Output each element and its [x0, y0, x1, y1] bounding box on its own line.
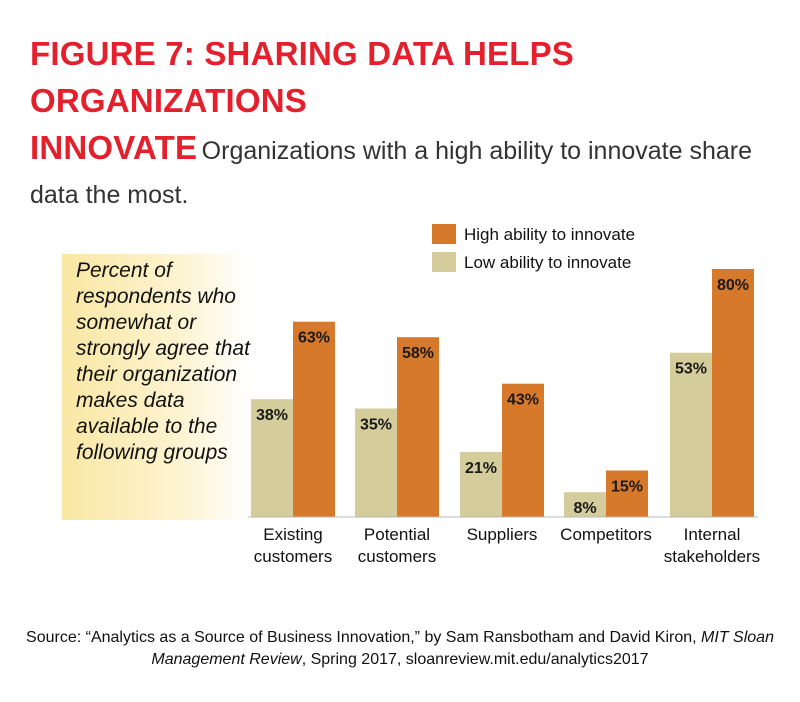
- category-label-4: Internal stakeholders: [664, 525, 760, 566]
- bar-high-0: [293, 321, 335, 517]
- bar-high-2: [502, 383, 544, 517]
- bar-low-4: [670, 352, 712, 517]
- category-label-1: Potential customers: [358, 525, 436, 566]
- bar-low-3: [564, 492, 606, 517]
- data-label-low-1: 35%: [360, 417, 392, 434]
- bar-low-1: [355, 408, 397, 517]
- legend-label-low: Low ability to innovate: [464, 253, 631, 272]
- callout-text: Percent of respondents who somewhat or s…: [76, 259, 250, 464]
- data-label-high-4: 80%: [717, 277, 749, 294]
- bar-chart: High ability to innovate Low ability to i…: [248, 224, 760, 566]
- category-label-2: Suppliers: [467, 525, 538, 544]
- source-prefix: Source: “Analytics as a Source of Busine…: [26, 629, 702, 646]
- figure-subtitle: Organizations with a high ability to inn…: [30, 137, 752, 209]
- chart-legend: High ability to innovate Low ability to i…: [432, 224, 635, 272]
- legend-swatch-high: [432, 224, 456, 244]
- bar-high-4: [712, 269, 754, 517]
- bar-low-2: [460, 451, 502, 517]
- data-label-low-4: 53%: [675, 361, 707, 378]
- data-label-high-0: 63%: [298, 330, 330, 347]
- title-bold-line2: INNOVATE: [30, 129, 198, 166]
- bar-low-0: [251, 399, 293, 517]
- callout-box: Percent of respondents who somewhat or s…: [62, 254, 252, 520]
- data-label-high-2: 43%: [507, 392, 539, 409]
- bar-high-3: [606, 470, 648, 517]
- title-bold-line1: FIGURE 7: SHARING DATA HELPS ORGANIZATIO…: [30, 35, 575, 119]
- bar-high-1: [397, 337, 439, 517]
- source-journal: MIT Sloan Management Review: [151, 629, 774, 668]
- data-label-high-1: 58%: [402, 345, 434, 362]
- source-note: Source: “Analytics as a Source of Busine…: [0, 627, 800, 671]
- category-labels: Existing customers Potential customers Suppl…: [254, 525, 760, 566]
- chart-bars: 38% 63% 35% 58% 21% 43% 8% 15% 53% 80%: [248, 269, 758, 518]
- data-label-low-0: 38%: [256, 407, 288, 424]
- legend-label-high: High ability to innovate: [464, 225, 635, 244]
- source-suffix: , Spring 2017, sloanreview.mit.edu/analy…: [301, 651, 649, 668]
- category-label-3: Competitors: [560, 525, 652, 544]
- legend-swatch-low: [432, 252, 456, 272]
- data-label-low-2: 21%: [465, 460, 497, 477]
- category-label-0: Existing customers: [254, 525, 332, 566]
- figure-title: FIGURE 7: SHARING DATA HELPS ORGANIZATIO…: [30, 34, 780, 219]
- data-label-low-3: 8%: [573, 500, 596, 517]
- data-label-high-3: 15%: [611, 479, 643, 496]
